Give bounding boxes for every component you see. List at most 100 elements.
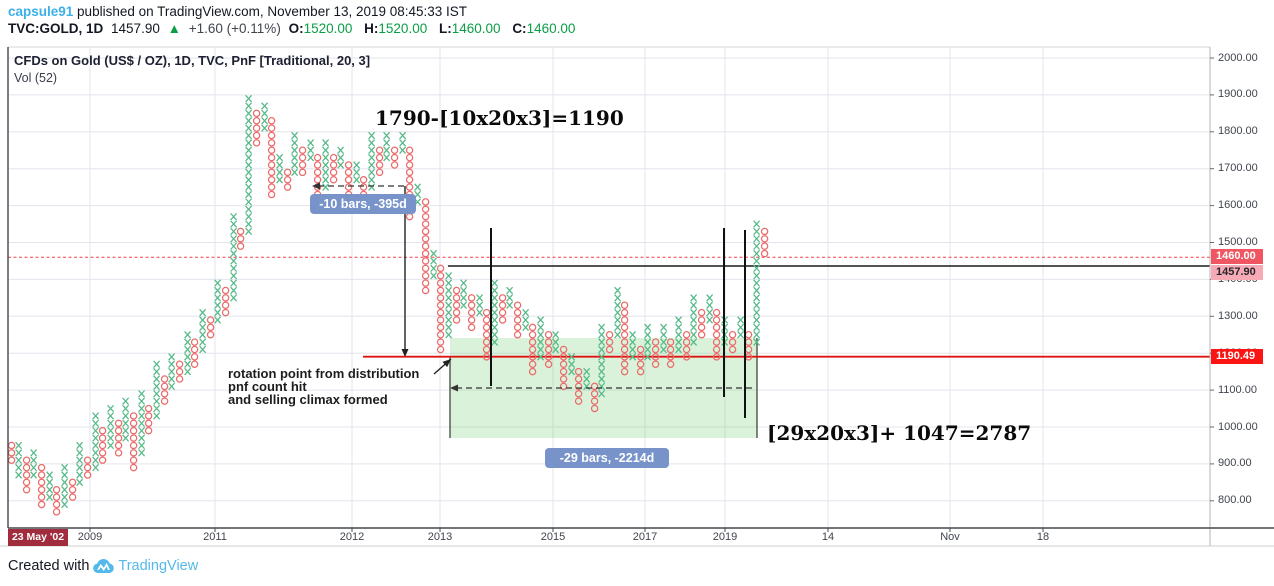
o-box <box>206 331 215 339</box>
x-box <box>230 220 238 228</box>
o-box <box>436 286 445 295</box>
pnf-x-column <box>214 279 222 324</box>
pnf-o-column <box>52 486 61 516</box>
pnf-o-column <box>129 412 138 472</box>
price-change: +1.60 (+0.11%) <box>188 21 281 36</box>
chart-title[interactable]: CFDs on Gold (US$ / OZ), 1D, TVC, PnF [T… <box>14 53 371 68</box>
pnf-o-column <box>436 264 445 354</box>
o-box <box>436 338 445 346</box>
o-box <box>267 161 276 169</box>
o-box <box>375 168 384 177</box>
x-box <box>383 146 391 154</box>
x-box <box>399 139 407 147</box>
time-tick-label-2017[interactable]: 2017 <box>632 531 658 543</box>
pnf-count-annotation-bottom[interactable]: [29x20x3]+ 1047=2787 <box>767 421 1032 445</box>
pnf-o-column <box>559 345 568 391</box>
x-box <box>199 323 207 332</box>
volume-indicator-label[interactable]: Vol (52) <box>14 71 58 85</box>
o-box <box>329 153 338 162</box>
x-box <box>737 331 745 339</box>
o-box <box>7 441 16 450</box>
time-tick-label-2011[interactable]: 2011 <box>203 531 227 543</box>
o-box <box>298 153 307 162</box>
low-value: 1460.00 <box>451 21 501 36</box>
o-box <box>421 249 430 258</box>
o-box <box>52 486 61 494</box>
time-tick-label-2009[interactable]: 2009 <box>77 531 103 543</box>
pnf-x-column <box>445 271 453 339</box>
time-tick-label-Nov[interactable]: Nov <box>940 531 960 543</box>
x-box <box>122 404 130 413</box>
x-box <box>30 463 38 472</box>
x-box <box>168 360 176 368</box>
time-tick-label-18[interactable]: 18 <box>1036 531 1050 543</box>
pnf-x-column <box>230 212 238 302</box>
time-tick-label-2013[interactable]: 2013 <box>427 531 453 543</box>
price-tick-label: 1300.00 <box>1218 309 1258 322</box>
o-box <box>144 426 153 435</box>
tradingview-logo-icon[interactable] <box>93 559 115 573</box>
x-box <box>276 161 284 169</box>
x-box <box>598 338 606 346</box>
x-box <box>690 323 698 332</box>
x-box <box>245 190 253 199</box>
o-box <box>452 286 461 295</box>
pnf-x-column <box>598 323 606 398</box>
username-link[interactable]: capsule91 <box>8 4 74 19</box>
o-box <box>482 345 491 354</box>
x-box <box>552 345 560 354</box>
o-box <box>590 390 599 398</box>
rotation-point-note[interactable]: rotation point from distribution pnf cou… <box>228 367 419 406</box>
time-tick-label-2019[interactable]: 2019 <box>712 531 738 543</box>
measure-label-29-bars[interactable]: -29 bars, -2214d <box>545 448 669 468</box>
pnf-count-annotation-top[interactable]: 1790-[10x20x3]=1190 <box>375 106 624 130</box>
x-box <box>706 316 714 324</box>
pnf-o-column <box>190 338 199 368</box>
x-box <box>753 308 761 317</box>
o-box <box>760 249 769 258</box>
o-box <box>620 353 629 361</box>
x-box <box>199 308 207 317</box>
x-box <box>168 375 176 383</box>
x-box <box>675 345 683 354</box>
symbol-label[interactable]: TVC:GOLD, 1D <box>8 21 104 36</box>
x-box <box>15 449 23 457</box>
pnf-o-column <box>267 117 276 199</box>
o-box <box>405 146 414 154</box>
x-box <box>522 316 530 324</box>
o-box <box>98 441 107 450</box>
pnf-x-column <box>629 331 637 361</box>
pnf-x-column <box>506 286 514 309</box>
x-box <box>245 220 253 228</box>
o-box <box>712 308 721 317</box>
x-box <box>46 471 54 479</box>
x-box <box>614 301 622 309</box>
x-box <box>291 153 299 162</box>
o-box <box>467 301 476 309</box>
measure-label-10-bars[interactable]: -10 bars, -395d <box>310 194 416 214</box>
o-box <box>390 146 399 154</box>
pnf-o-column <box>482 308 491 361</box>
o-box <box>390 161 399 169</box>
x-box <box>753 301 761 309</box>
x-box <box>445 316 453 324</box>
pnf-x-column <box>61 463 69 509</box>
o-box <box>666 338 675 346</box>
o-box <box>344 183 353 191</box>
time-tick-label-2012[interactable]: 2012 <box>339 531 365 543</box>
x-box <box>245 139 253 147</box>
x-box <box>399 146 407 154</box>
o-box <box>620 301 629 309</box>
time-tick-label-14[interactable]: 14 <box>821 531 835 543</box>
x-box <box>322 168 330 177</box>
pnf-o-column <box>375 146 384 177</box>
o-box <box>236 242 245 250</box>
x-box <box>15 456 23 464</box>
o-box <box>666 353 675 361</box>
time-tick-label-2015[interactable]: 2015 <box>540 531 566 543</box>
tradingview-brand-link[interactable]: TradingView <box>118 558 199 574</box>
o-box <box>390 153 399 162</box>
x-box <box>491 331 499 339</box>
x-box <box>675 316 683 324</box>
